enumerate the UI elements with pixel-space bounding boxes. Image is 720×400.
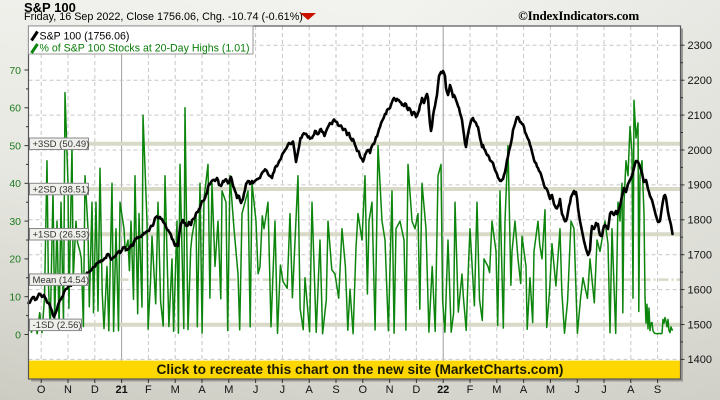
svg-text:2000: 2000 [688, 145, 712, 157]
svg-text:A: A [520, 384, 528, 396]
svg-text:70: 70 [9, 65, 21, 77]
svg-text:10: 10 [9, 292, 21, 304]
svg-text:J: J [574, 384, 580, 396]
svg-text:A: A [306, 384, 314, 396]
svg-text:40: 40 [9, 178, 21, 190]
svg-text:50: 50 [9, 140, 21, 152]
svg-text:M: M [492, 384, 501, 396]
svg-text:O: O [37, 384, 46, 396]
svg-text:+1SD (26.53): +1SD (26.53) [33, 230, 90, 241]
svg-text:N: N [64, 384, 72, 396]
svg-text:0: 0 [15, 329, 21, 341]
svg-text:M: M [171, 384, 180, 396]
svg-text:D: D [91, 384, 99, 396]
svg-text:2300: 2300 [688, 40, 712, 52]
svg-text:S&P 100 (1756.06): S&P 100 (1756.06) [40, 31, 130, 43]
svg-text:A: A [627, 384, 635, 396]
svg-text:F: F [467, 384, 474, 396]
svg-text:1600: 1600 [688, 284, 712, 296]
svg-text:J: J [280, 384, 286, 396]
svg-text:S: S [332, 384, 339, 396]
svg-text:2200: 2200 [688, 75, 712, 87]
svg-text:J: J [601, 384, 607, 396]
svg-text:A: A [198, 384, 206, 396]
svg-text:60: 60 [9, 103, 21, 115]
svg-text:2100: 2100 [688, 110, 712, 122]
svg-text:O: O [359, 384, 368, 396]
svg-text:-1SD (2.56): -1SD (2.56) [33, 320, 82, 331]
svg-text:J: J [253, 384, 259, 396]
svg-text:N: N [386, 384, 394, 396]
svg-text:F: F [145, 384, 152, 396]
svg-text:M: M [546, 384, 555, 396]
svg-text:20: 20 [9, 254, 21, 266]
svg-text:22: 22 [437, 384, 449, 396]
svg-text:1500: 1500 [688, 319, 712, 331]
svg-text:1900: 1900 [688, 180, 712, 192]
svg-text:D: D [412, 384, 420, 396]
svg-text:S: S [654, 384, 661, 396]
svg-text:21: 21 [115, 384, 127, 396]
svg-text:30: 30 [9, 216, 21, 228]
svg-text:Mean (14.54): Mean (14.54) [33, 275, 90, 286]
svg-text:M: M [224, 384, 233, 396]
svg-text:Click to recreate this chart o: Click to recreate this chart on the new … [157, 362, 564, 377]
svg-text:% of S&P 100 Stocks at 20-Day: % of S&P 100 Stocks at 20-Day Highs (1.0… [40, 43, 250, 55]
svg-text:+3SD (50.49): +3SD (50.49) [33, 139, 90, 150]
svg-text:1800: 1800 [688, 215, 712, 227]
svg-text:1400: 1400 [688, 354, 712, 366]
svg-text:+2SD (38.51): +2SD (38.51) [33, 184, 90, 195]
svg-text:1700: 1700 [688, 250, 712, 262]
